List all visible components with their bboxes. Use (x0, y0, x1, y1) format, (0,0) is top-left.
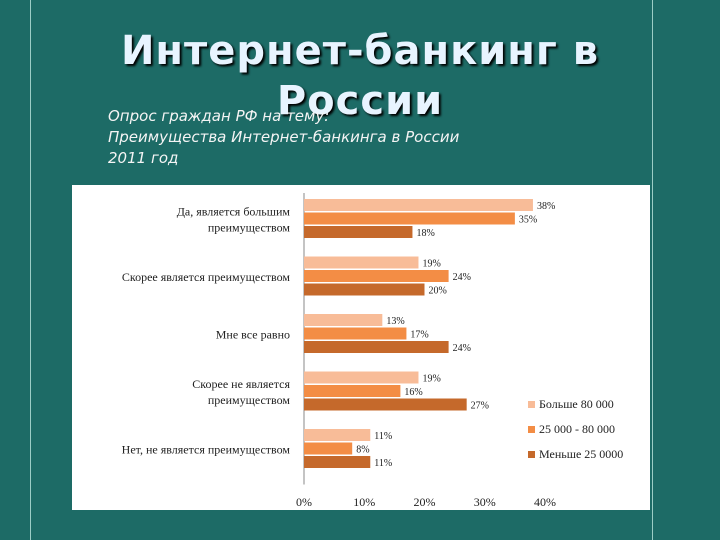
bar (304, 283, 425, 296)
bar (304, 341, 449, 353)
category-label: преимуществом (208, 220, 291, 234)
slide-title: Интернет-банкинг в России (20, 26, 700, 126)
legend-swatch (528, 451, 535, 458)
subtitle-line-3: 2011 год (108, 149, 179, 167)
bar (304, 398, 467, 411)
data-label: 35% (519, 215, 537, 226)
data-label: 19% (422, 374, 440, 385)
legend-swatch (528, 401, 535, 408)
data-label: 19% (422, 259, 440, 270)
category-label: Мне все равно (216, 327, 290, 341)
title-line-2: России (276, 78, 444, 124)
data-label: 38% (537, 201, 555, 212)
bar (304, 429, 371, 441)
data-label: 8% (356, 445, 369, 456)
bar (304, 442, 353, 455)
bar (304, 314, 383, 326)
data-label: 11% (374, 431, 392, 442)
bar-chart: Да, является большим преимуществом 38%35% 1… (122, 193, 623, 509)
chart-panel: Да, является большим преимуществом 38% 35% 1… (72, 185, 650, 510)
bar (304, 226, 413, 238)
bar (304, 270, 449, 282)
frame-line-right (652, 0, 653, 540)
data-label: 11% (374, 458, 392, 469)
data-label: 16% (404, 387, 422, 398)
category-label: Нет, не является преимуществом (122, 442, 291, 456)
frame-line-left (30, 0, 31, 540)
legend-label: Больше 80 000 (539, 397, 614, 411)
data-label: 17% (410, 330, 428, 341)
x-tick-label: 20% (414, 495, 436, 509)
bar (304, 456, 371, 468)
data-label: 18% (416, 228, 434, 239)
bar (304, 199, 533, 211)
legend-label: Меньше 25 0000 (539, 447, 623, 461)
chart-subtitle: Опрос граждан РФ на тему: Преимущества И… (108, 106, 568, 169)
x-tick-label: 30% (474, 495, 496, 509)
legend-swatch (528, 426, 535, 433)
bar (304, 327, 407, 340)
data-label: 20% (429, 286, 447, 297)
bar (304, 212, 515, 225)
data-label: 24% (453, 272, 471, 283)
data-label: 27% (471, 401, 489, 412)
category-label: Скорее не является (192, 377, 290, 391)
title-line-1: Интернет-банкинг в (120, 28, 600, 74)
bar (304, 256, 419, 269)
data-label: 24% (453, 343, 471, 354)
bar (304, 385, 401, 397)
x-tick-label: 0% (296, 495, 312, 509)
category-label: преимуществом (208, 393, 291, 407)
data-label: 13% (386, 316, 404, 327)
legend-label: 25 000 - 80 000 (539, 422, 615, 436)
subtitle-line-1: Опрос граждан РФ на тему: (108, 107, 330, 125)
category-label: Скорее является преимуществом (122, 270, 291, 284)
subtitle-line-2: Преимущества Интернет-банкинга в России (108, 128, 460, 146)
category-label: Да, является большим (177, 204, 291, 218)
bar (304, 371, 419, 384)
x-tick-label: 10% (353, 495, 375, 509)
x-tick-label: 40% (534, 495, 556, 509)
